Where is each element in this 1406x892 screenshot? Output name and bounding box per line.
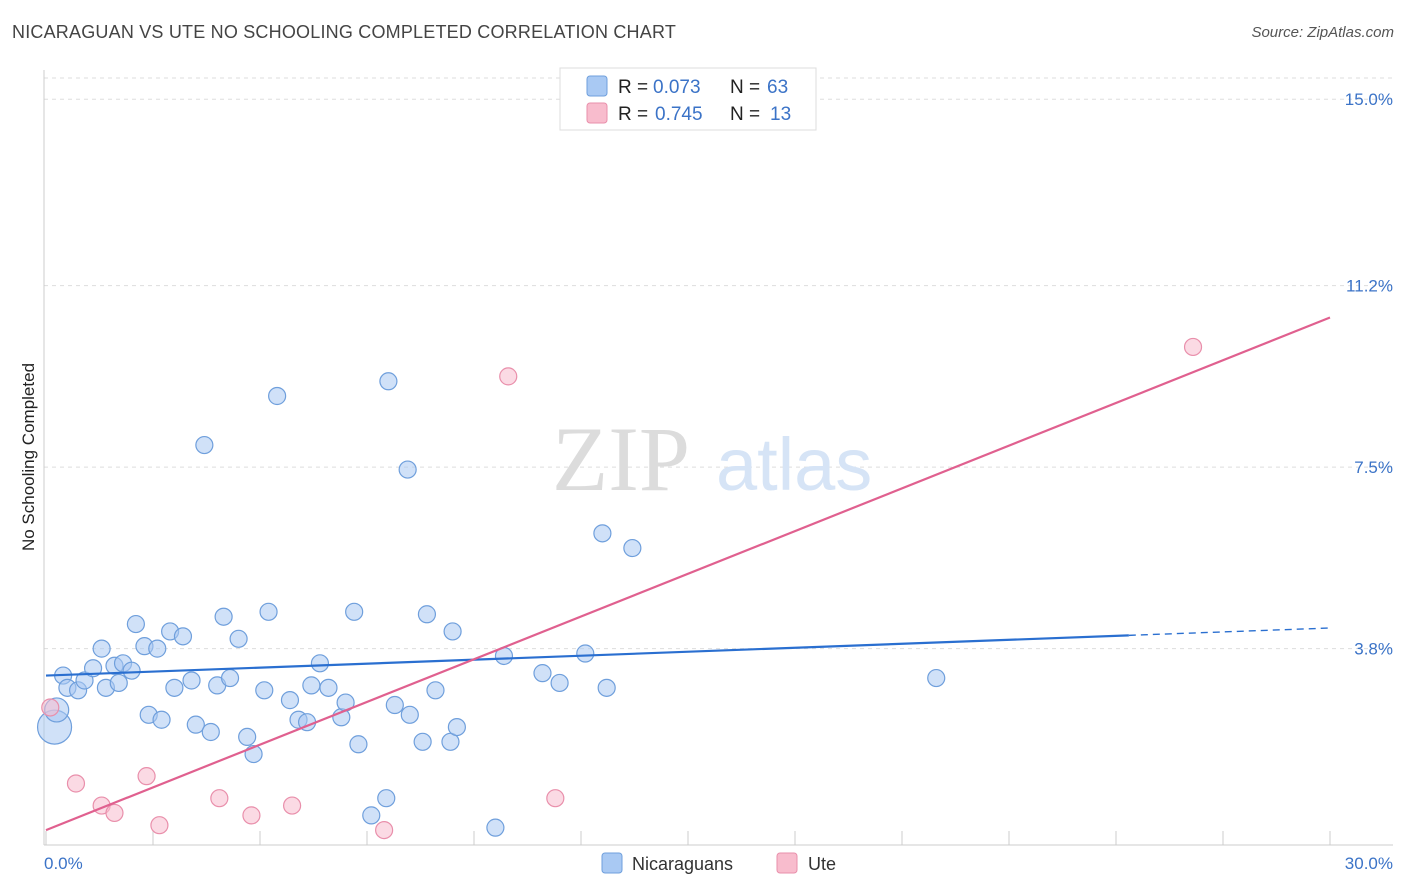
nicaraguans-point-16	[148, 639, 167, 658]
series-nicaraguans-points	[36, 372, 946, 837]
nicaraguans-point-55	[447, 717, 466, 737]
nicaraguans-point-56	[486, 818, 505, 837]
nicaraguans-point-26	[214, 607, 233, 626]
ute-point-7	[242, 806, 261, 825]
nicaraguans-point-47	[385, 695, 404, 715]
series-legend: Nicaraguans Ute	[601, 852, 836, 874]
watermark: ZIP atlas	[552, 408, 872, 510]
ute-point-4	[137, 767, 156, 786]
nicaraguans-point-61	[593, 524, 612, 543]
nicaraguans-point-34	[280, 691, 300, 710]
nicaraguans-point-63	[623, 538, 642, 558]
ute-point-0	[41, 698, 60, 717]
ute-point-1	[66, 774, 86, 793]
nicaraguans-point-45	[377, 789, 396, 808]
nicaraguans-point-29	[238, 727, 257, 746]
gridlines	[44, 77, 1393, 650]
x-axis-ticks	[45, 831, 1331, 845]
nicaraguans-point-23	[195, 435, 214, 455]
stats-legend-r-label-2: R =	[618, 104, 648, 125]
nicaraguans-trend-line	[45, 634, 1129, 677]
nicaraguans-point-43	[349, 735, 368, 754]
ute-point-3	[105, 803, 124, 823]
nicaraguans-point-38	[310, 654, 330, 673]
source-credit: Source: ZipAtlas.com	[1251, 24, 1394, 41]
nicaraguans-point-37	[302, 676, 321, 695]
series-legend-label-ute: Ute	[808, 854, 836, 874]
nicaraguans-point-44	[362, 806, 381, 825]
nicaraguans-point-62	[597, 678, 616, 697]
stats-legend-r-label-1: R =	[618, 77, 648, 98]
ute-point-8	[283, 796, 302, 815]
nicaraguans-point-6	[83, 659, 103, 678]
nicaraguans-point-10	[109, 673, 128, 693]
series-legend-swatch-ute	[776, 852, 798, 874]
ute-point-5	[150, 816, 169, 835]
y-tick-label-2: 11.2%	[1346, 277, 1393, 296]
stats-legend-n-label-2: N =	[730, 104, 760, 125]
nicaraguans-point-64	[927, 668, 946, 688]
nicaraguans-point-51	[417, 605, 437, 624]
nicaraguans-point-22	[186, 715, 205, 734]
nicaraguans-point-20	[173, 627, 193, 646]
series-legend-label-nicaraguans: Nicaraguans	[632, 854, 733, 874]
series-legend-swatch-nicaraguans	[601, 852, 623, 874]
y-tick-label-1: 7.5%	[1354, 458, 1393, 477]
nicaraguans-point-27	[220, 668, 240, 688]
nicaraguans-point-17	[152, 710, 171, 729]
nicaraguans-point-50	[413, 732, 432, 751]
nicaraguans-point-7	[92, 639, 111, 658]
x-tick-label-1: 30.0%	[1345, 854, 1393, 873]
stats-legend-swatch-ute	[586, 102, 608, 124]
chart-title: NICARAGUAN VS UTE NO SCHOOLING COMPLETED…	[12, 22, 677, 42]
nicaraguans-point-31	[255, 681, 274, 700]
nicaraguans-point-39	[319, 678, 338, 697]
stats-legend-swatch-nicaraguans	[586, 75, 608, 97]
nicaraguans-point-28	[229, 629, 248, 648]
nicaraguans-point-53	[443, 622, 462, 641]
nicaraguans-point-33	[268, 386, 287, 406]
nicaraguans-point-32	[259, 602, 278, 621]
nicaraguans-point-49	[400, 705, 419, 724]
y-axis-title: No Schooling Completed	[19, 363, 38, 551]
y-tick-label-3: 15.0%	[1345, 90, 1393, 109]
nicaraguans-point-12	[122, 661, 141, 680]
trend-lines	[45, 316, 1331, 832]
nicaraguans-point-19	[165, 678, 184, 697]
y-axis-tick-labels: 3.8% 7.5% 11.2% 15.0%	[1345, 90, 1393, 658]
stats-legend-r-value-1: 0.073	[653, 77, 701, 98]
series-ute-points	[41, 337, 1203, 840]
watermark-zip: ZIP	[552, 408, 690, 510]
stats-legend-n-label-1: N =	[730, 77, 760, 98]
watermark-atlas: atlas	[716, 423, 872, 506]
stats-legend-r-value-2: 0.745	[655, 104, 703, 125]
ute-point-10	[499, 367, 518, 386]
nicaraguans-trend-extension	[1128, 627, 1331, 637]
x-axis-tick-labels: 0.0% 30.0%	[44, 854, 1393, 873]
nicaraguans-point-24	[201, 722, 220, 742]
nicaraguans-point-48	[398, 460, 417, 479]
nicaraguans-point-58	[533, 664, 552, 683]
nicaraguans-point-60	[576, 644, 595, 663]
nicaraguans-point-59	[550, 673, 569, 693]
y-tick-label-0: 3.8%	[1354, 640, 1393, 659]
ute-trend-line	[45, 316, 1331, 832]
nicaraguans-point-42	[345, 602, 364, 621]
nicaraguans-point-46	[379, 372, 398, 391]
nicaraguans-point-13	[126, 614, 145, 634]
ute-point-11	[546, 789, 565, 808]
ute-point-6	[210, 789, 229, 808]
stats-legend: R = 0.073 N = 63 R = 0.745 N = 13	[559, 67, 817, 131]
ute-point-12	[1183, 337, 1203, 357]
stats-legend-n-value-2: 13	[770, 104, 791, 125]
x-tick-label-0: 0.0%	[44, 854, 83, 873]
stats-legend-n-value-1: 63	[767, 77, 788, 98]
nicaraguans-point-21	[182, 671, 201, 690]
ute-point-9	[375, 820, 394, 840]
nicaraguans-point-52	[426, 681, 445, 700]
